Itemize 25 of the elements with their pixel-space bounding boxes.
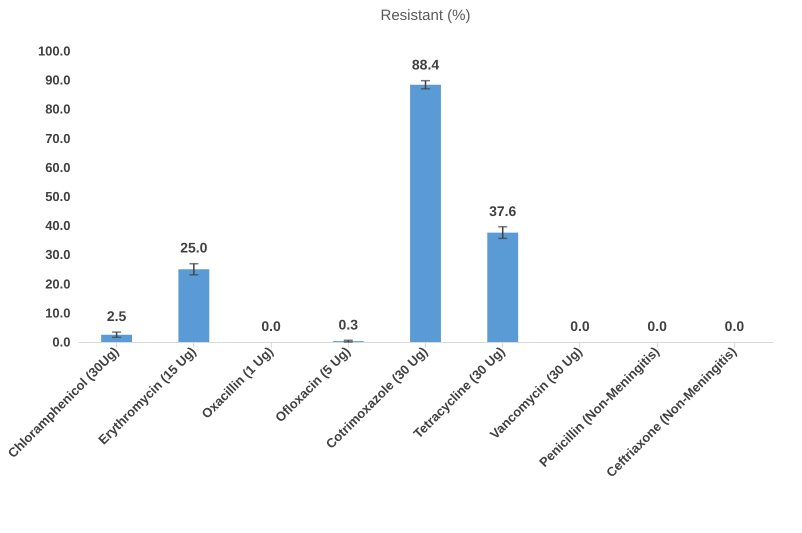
data-label: 88.4 — [412, 56, 440, 73]
y-tick-label: 20.0 — [45, 276, 70, 292]
data-label: 0.3 — [338, 316, 358, 332]
y-tick-label: 50.0 — [45, 189, 70, 204]
bar — [487, 232, 518, 342]
bar — [178, 269, 210, 342]
data-label: 2.5 — [106, 308, 127, 324]
y-tick-label: 90.0 — [45, 72, 70, 88]
chart-title: Resistant (%) — [380, 7, 471, 24]
y-tick-label: 10.0 — [45, 305, 70, 320]
data-label: 25.0 — [180, 240, 208, 256]
data-label: 37.6 — [489, 202, 517, 219]
y-tick-label: 30.0 — [45, 247, 70, 262]
y-tick-label: 40.0 — [45, 218, 70, 234]
y-tick-label: 60.0 — [45, 160, 70, 175]
bar — [101, 334, 132, 342]
data-label: 0.0 — [261, 318, 281, 334]
y-tick-label: 70.0 — [45, 130, 70, 146]
data-label: 0.0 — [647, 318, 668, 334]
y-tick-label: 100.0 — [38, 44, 70, 58]
bar — [410, 84, 441, 342]
data-label: 0.0 — [724, 318, 744, 334]
y-tick-label: 80.0 — [45, 102, 70, 117]
y-tick-label: 0.0 — [52, 334, 70, 350]
data-label: 0.0 — [570, 318, 590, 334]
